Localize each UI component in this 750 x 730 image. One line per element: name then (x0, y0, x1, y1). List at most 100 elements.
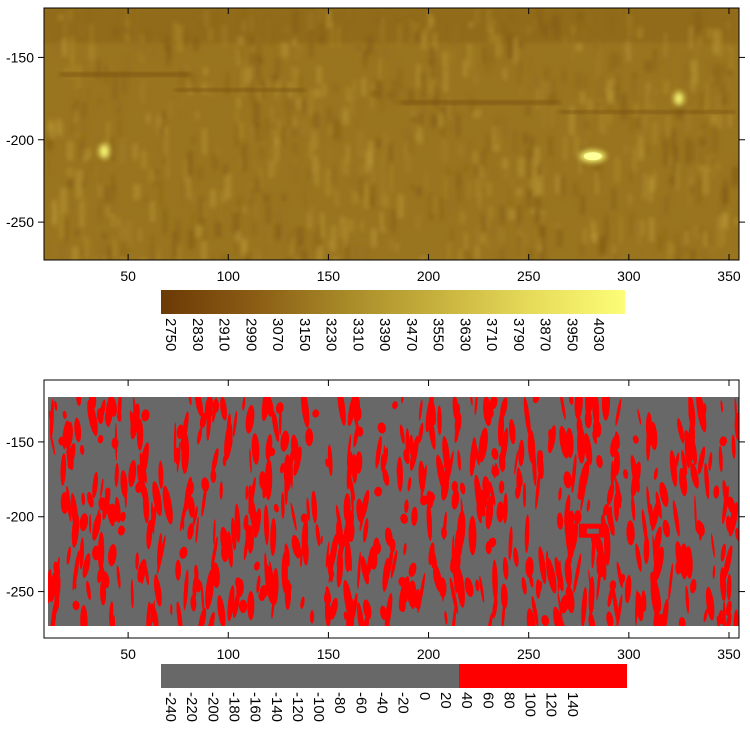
heatmap-cell (83, 132, 86, 157)
threshold-patch (49, 571, 58, 603)
heatmap-cell (72, 122, 77, 135)
threshold-patch (539, 449, 544, 462)
heatmap-cell (59, 210, 65, 239)
heatmap-cell (562, 71, 566, 82)
heatmap-cell (180, 69, 185, 88)
threshold-patch (569, 397, 574, 405)
heatmap-cell (690, 168, 694, 187)
heatmap-cell (149, 47, 153, 63)
heatmap-cell (596, 101, 601, 110)
heatmap-cell (241, 206, 247, 214)
heatmap-cell (60, 187, 67, 213)
threshold-patch (72, 550, 80, 591)
threshold-patch (196, 579, 202, 593)
heatmap-cell (195, 111, 200, 120)
heatmap-cell (472, 73, 480, 85)
heatmap-cell (697, 60, 703, 74)
colorbar-label: 3230 (323, 318, 340, 351)
heatmap-cell (518, 60, 523, 86)
threshold-patch (141, 409, 150, 422)
heatmap-cell (86, 85, 92, 100)
heatmap-cell (379, 211, 386, 233)
heatmap-cell (118, 137, 126, 165)
heatmap-cell (354, 100, 359, 125)
threshold-patch (532, 397, 540, 404)
heatmap-cell (277, 79, 281, 93)
colorbar-label: 2910 (216, 318, 233, 351)
heatmap-cell (571, 35, 575, 61)
heatmap-cell (80, 101, 88, 118)
heatmap-cell (510, 13, 514, 22)
heatmap-cell (257, 42, 262, 54)
threshold-patch (653, 526, 662, 558)
heatmap-cell (380, 16, 385, 42)
colorbar-label: 3790 (510, 318, 527, 351)
threshold-patch (677, 418, 685, 444)
heatmap-cell (111, 74, 119, 101)
heatmap-cell (395, 60, 399, 87)
threshold-patch (76, 397, 82, 406)
heatmap-cell (438, 59, 442, 82)
threshold-patch (612, 586, 619, 624)
heatmap-cell (543, 23, 549, 37)
colorbar-label: 3870 (537, 318, 554, 351)
heatmap-cell (549, 106, 554, 127)
threshold-patch (503, 492, 508, 524)
threshold-patch (571, 453, 577, 494)
heatmap-cell (374, 48, 380, 64)
threshold-patch (300, 548, 303, 568)
threshold-patch (336, 533, 346, 568)
heatmap-cell (595, 171, 599, 195)
heatmap-cell (636, 219, 643, 246)
heatmap-cell (703, 231, 708, 248)
heatmap-cell (540, 202, 548, 212)
heatmap-cell (378, 223, 381, 240)
threshold-patch (222, 455, 227, 467)
heatmap-cell (716, 216, 722, 229)
heatmap-cell (536, 175, 543, 195)
heatmap-cell (381, 83, 384, 112)
heatmap-cell (166, 155, 169, 180)
heatmap-cell (522, 132, 529, 145)
heatmap-cell (698, 225, 704, 234)
heatmap-cell (526, 148, 529, 159)
heatmap-cell (473, 165, 481, 177)
threshold-patch (173, 422, 177, 464)
heatmap-cell (623, 145, 630, 154)
heatmap-cell (342, 158, 349, 175)
threshold-patch (431, 551, 435, 569)
heatmap-cell (613, 254, 617, 260)
heatmap-cell (667, 50, 671, 79)
heatmap-cell (576, 10, 583, 26)
heatmap-cell (438, 105, 444, 113)
heatmap-cell (223, 164, 228, 177)
threshold-patch (382, 557, 390, 592)
heatmap-cell (532, 75, 539, 88)
heatmap-cell (314, 174, 318, 185)
heatmap-cell (430, 16, 435, 27)
heatmap-cell (296, 126, 300, 136)
threshold-patch (399, 424, 405, 445)
heatmap-cell (106, 121, 111, 150)
heatmap-cell (45, 245, 48, 255)
heatmap-cell (527, 154, 531, 165)
heatmap-cell (245, 67, 252, 85)
heatmap-cell (683, 245, 688, 253)
heatmap-cell (594, 38, 601, 52)
threshold-patch (357, 551, 361, 590)
threshold-patch (535, 579, 541, 599)
heatmap-cell (139, 81, 146, 104)
heatmap-cell (415, 214, 422, 230)
threshold-patch (211, 535, 218, 569)
heatmap-cell (488, 19, 495, 43)
threshold-patch (548, 429, 555, 443)
heatmap-cell (707, 154, 712, 172)
threshold-patch (259, 584, 269, 598)
threshold-patch (363, 518, 369, 543)
threshold-patch (196, 427, 203, 445)
heatmap-cell (712, 160, 717, 182)
threshold-patch (154, 576, 162, 607)
heatmap-cell (370, 90, 378, 97)
heatmap-cell (126, 220, 133, 247)
colorbar-label: -140 (268, 692, 285, 722)
